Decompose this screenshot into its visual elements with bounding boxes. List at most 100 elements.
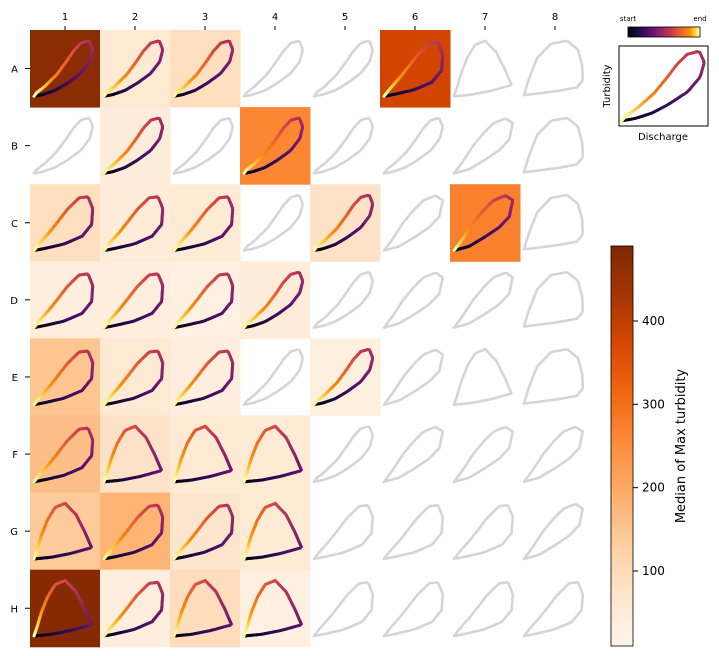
loop-F2 <box>102 424 163 484</box>
loop-G8 <box>522 503 584 561</box>
loop-segment <box>312 170 317 175</box>
loop-segment <box>102 92 107 98</box>
loop-segment <box>312 632 317 638</box>
row-tick-label: G <box>10 527 18 538</box>
legend-gradient-step <box>686 27 689 37</box>
loop-segment <box>382 632 387 638</box>
loop-E6 <box>382 349 444 406</box>
legend-gradient-step <box>638 27 641 37</box>
loop-segment <box>452 555 457 561</box>
row-tick-label: D <box>10 296 18 307</box>
loop-segment <box>32 247 37 252</box>
loop-segment <box>102 324 107 330</box>
loop-segment <box>242 401 247 406</box>
loop-segment <box>522 555 527 561</box>
loop-D5 <box>312 271 374 329</box>
legend-gradient-step <box>674 27 677 37</box>
row-tick-label: A <box>11 65 18 76</box>
loop-G2 <box>102 503 165 561</box>
loop-C3 <box>172 195 235 252</box>
loop-segment <box>620 116 626 123</box>
loop-segment <box>242 169 247 175</box>
loop-G5 <box>312 504 374 561</box>
legend-gradient-step <box>654 27 657 37</box>
legend-end-label: end <box>693 15 706 23</box>
legend-gradient-step <box>682 27 685 37</box>
legend-gradient-step <box>664 27 667 37</box>
loop-segment <box>172 632 177 638</box>
loop-C6 <box>382 194 444 252</box>
loop-B5 <box>312 117 374 175</box>
legend-gradient-step <box>644 27 647 37</box>
col-tick-label: 4 <box>272 12 278 23</box>
loop-segment <box>382 555 387 561</box>
legend-gradient-step <box>646 27 649 37</box>
loop-segment <box>522 322 527 328</box>
loop-H7 <box>452 581 514 638</box>
legend-gradient-step <box>668 27 671 37</box>
legend-loop <box>620 50 706 123</box>
loop-B8 <box>522 116 584 174</box>
loop-A8 <box>522 39 584 97</box>
loop-H6 <box>382 581 444 638</box>
legend-gradient-step <box>692 27 695 37</box>
loop-segment <box>312 401 317 407</box>
col-tick-label: 6 <box>412 12 418 23</box>
loop-E2 <box>102 349 165 407</box>
loop-G7 <box>452 504 514 561</box>
col-tick-label: 2 <box>132 12 138 23</box>
loop-segment <box>172 170 177 175</box>
loop-segment <box>382 401 387 406</box>
loop-F7 <box>452 426 514 484</box>
loop-C2 <box>102 195 165 252</box>
loop-G3 <box>172 503 235 561</box>
loop-segment <box>242 477 247 484</box>
loop-segment <box>242 247 247 252</box>
legend-gradient-step <box>684 27 687 37</box>
loop-C4 <box>242 194 304 252</box>
legend-gradient-step <box>652 27 655 37</box>
loop-E5 <box>312 348 374 407</box>
legend-gradient-step <box>678 27 681 37</box>
loop-E1 <box>32 349 95 407</box>
column-ticks: 1 2 3 4 5 6 7 8 <box>62 12 558 30</box>
colorbar-label: Median of Max turbidity <box>674 369 689 524</box>
colorbar-ticks: 100 200 300 400 <box>633 314 665 578</box>
loop-segment <box>452 170 457 175</box>
loop-F4 <box>242 424 303 484</box>
colorbar-tick-label: 200 <box>642 481 665 495</box>
loop-B1 <box>32 117 94 175</box>
legend-y-label: Turbidity <box>602 64 613 108</box>
loop-segment <box>312 555 317 561</box>
loop-segment <box>32 92 37 98</box>
legend-gradient-step <box>698 27 701 37</box>
legend-gradient-step <box>628 27 631 37</box>
heatmap-grid <box>30 30 584 648</box>
loop-A2 <box>102 39 164 98</box>
loop-segment <box>102 555 107 561</box>
loop-segment <box>32 478 37 484</box>
legend-gradient-step <box>662 27 665 37</box>
legend-gradient-step <box>640 27 643 37</box>
loop-A3 <box>172 39 234 98</box>
row-tick-label: E <box>12 373 18 384</box>
loop-A7 <box>452 39 513 98</box>
row-tick-label: F <box>12 450 18 461</box>
loop-A4 <box>242 39 304 98</box>
loop-B3 <box>172 117 234 175</box>
colorbar-tick-label: 300 <box>642 397 665 411</box>
legend-gradient-step <box>688 27 691 37</box>
loop-segment <box>312 478 317 484</box>
loop-segment <box>382 92 387 98</box>
col-tick-label: 7 <box>482 12 488 23</box>
loop-segment <box>32 401 37 407</box>
loop-segment <box>242 93 247 98</box>
loop-D3 <box>172 272 235 330</box>
loop-E3 <box>172 349 235 407</box>
loop-B2 <box>102 116 164 175</box>
legend-gradient-step <box>660 27 663 37</box>
loop-segment <box>32 632 37 638</box>
loop-segment <box>452 92 457 98</box>
loop-D2 <box>102 272 165 330</box>
loop-segment <box>242 324 247 330</box>
